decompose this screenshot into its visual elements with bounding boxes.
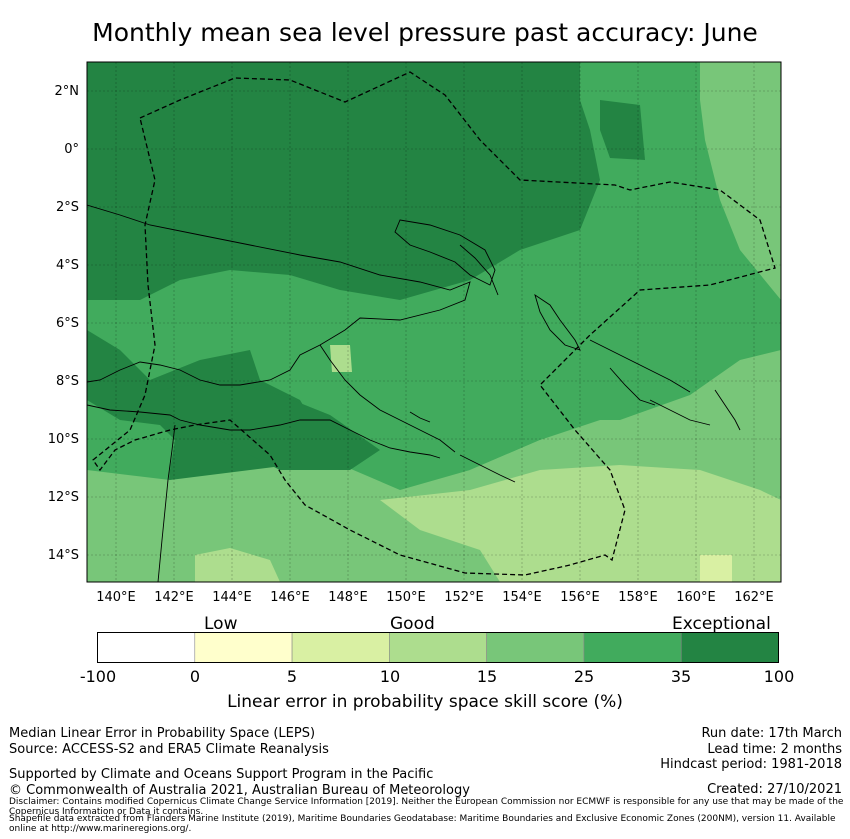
colorbar-swatch [291,632,390,663]
lon-label: 162°E [734,590,774,605]
footer-run-date: Run date: 17th March [701,726,842,741]
map-frame [86,61,782,583]
new-britain [394,219,496,286]
legend-tick: 100 [763,667,795,686]
legend-tick: 0 [189,667,201,686]
footer-shapefile: Shapefile data extracted from Flanders M… [9,814,836,834]
skill-map[interactable]: 2°N 0° 2°S 4°S 6°S 8°S 10°S 12°S 14°S 14… [0,0,850,610]
footer-support: Supported by Climate and Oceans Support … [9,767,434,782]
lon-label: 160°E [676,590,716,605]
lat-label: 2°N [55,84,80,99]
region-modest [700,555,732,582]
lat-label: 12°S [48,490,79,505]
legend-tick: 5 [286,667,298,686]
colorbar-swatch [680,632,779,663]
cape-york [157,424,176,582]
region-moderate-center [330,345,352,372]
footer-hindcast: Hindcast period: 1981-2018 [660,757,842,772]
papuan-peninsula [319,344,456,453]
lon-label: 156°E [560,590,600,605]
lon-label: 140°E [96,590,136,605]
lon-label: 146°E [270,590,310,605]
bougainville [534,293,581,351]
lon-label: 144°E [212,590,252,605]
makira [714,389,741,431]
colorbar-swatch [389,632,487,663]
lat-label: 2°S [56,200,79,215]
colorbar-label: Linear error in probability space skill … [227,692,623,712]
lat-label: 6°S [56,316,79,331]
graticule [87,62,781,582]
lon-label: 158°E [618,590,658,605]
footer-copyright: © Commonwealth of Australia 2021, Austra… [9,783,470,798]
region-exceptional-east [600,100,645,160]
lon-label: 154°E [502,590,542,605]
footer-lead-time: Lead time: 2 months [707,742,842,757]
colorbar-swatch [583,632,682,663]
new-ireland [459,244,499,296]
lat-label: 10°S [48,432,79,447]
solomon-islands-south [609,367,656,406]
solomon-islands-north [589,339,691,393]
footer-source: Source: ACCESS-S2 and ERA5 Climate Reana… [9,742,329,757]
colorbar [97,632,779,663]
lat-label: 8°S [56,374,79,389]
guadalcanal [649,399,711,426]
lat-label: 14°S [48,548,79,563]
lat-label: 4°S [56,258,79,273]
legend-tick: 10 [379,667,401,686]
legend-tick: 35 [670,667,692,686]
region-moderate-south [380,465,781,582]
lon-labels: 140°E 142°E 144°E 146°E 148°E 150°E 152°… [96,590,774,605]
lon-label: 152°E [444,590,484,605]
region-moderate-band [195,548,280,582]
louisiade [459,454,516,483]
lat-label: 0° [64,142,79,157]
legend-tick: 25 [573,667,595,686]
footer-disclaimer: Disclaimer: Contains modified Copernicus… [9,797,844,817]
coastlines [87,204,741,582]
legend-tick: 15 [476,667,498,686]
lon-label: 142°E [154,590,194,605]
legend-category-low: Low [204,614,238,634]
lon-label: 148°E [328,590,368,605]
colorbar-swatch [486,632,585,663]
lon-label: 150°E [386,590,426,605]
png-south-coast [87,404,441,459]
footer-created: Created: 27/10/2021 [707,782,842,797]
map-title: Monthly mean sea level pressure past acc… [92,18,758,47]
region-exceptional-png [160,380,380,470]
trobriand [409,411,431,423]
colorbar-swatch [97,632,196,663]
lat-labels: 2°N 0° 2°S 4°S 6°S 8°S 10°S 12°S 14°S [48,84,79,563]
legend-category-exceptional: Exceptional [672,614,771,634]
legend-tick: -100 [79,667,117,686]
eez-boundary [92,71,776,576]
legend-category-good: Good [390,614,435,634]
new-guinea-coast [87,204,471,386]
colorbar-swatch [194,632,293,663]
footer-method: Median Linear Error in Probability Space… [9,726,316,741]
